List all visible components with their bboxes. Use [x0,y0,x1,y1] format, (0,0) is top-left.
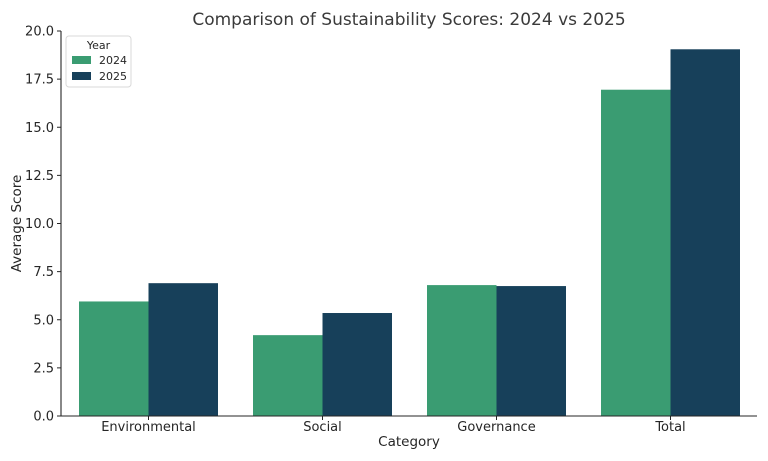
legend-entries: 2024 2025 [72,54,127,83]
legend: Year 2024 2025 [65,35,132,88]
y-axis-title: Average Score [9,175,25,273]
y-tick-label: 20.0 [25,25,54,40]
legend-swatch-2025 [72,72,91,80]
y-tick-label: 2.5 [33,361,54,376]
chart-title: Comparison of Sustainability Scores: 202… [192,10,625,30]
y-axis-ticks: 0.0 2.5 5.0 7.5 10.0 12.5 15.0 17.5 20.0 [25,25,61,425]
bar-2024-governance [427,285,497,416]
x-tick-label: Governance [457,420,535,435]
bar-2025-total [670,49,740,416]
bar-2024-social [253,335,323,416]
y-tick-label: 12.5 [25,169,54,184]
y-tick-label: 15.0 [25,121,54,136]
x-tick-label: Environmental [101,420,196,435]
bar-2025-governance [496,286,566,416]
bar-2024-environmental [79,301,149,416]
legend-swatch-2024 [72,56,91,64]
bar-2025-environmental [148,283,218,416]
y-tick-label: 7.5 [33,265,54,280]
x-axis-title: Category [378,434,440,450]
x-tick-label: Social [303,420,342,435]
y-tick-label: 10.0 [25,217,54,232]
legend-title: Year [86,39,111,52]
x-tick-label: Total [654,420,685,435]
y-tick-label: 5.0 [33,313,54,328]
bar-2025-social [322,313,392,416]
y-tick-label: 17.5 [25,73,54,88]
bars-group [79,49,740,417]
legend-label-2024: 2024 [99,54,127,67]
x-axis-ticks: Environmental Social Governance Total [101,416,686,435]
y-tick-label: 0.0 [33,410,54,425]
legend-label-2025: 2025 [99,70,127,83]
bar-2024-total [601,89,671,417]
